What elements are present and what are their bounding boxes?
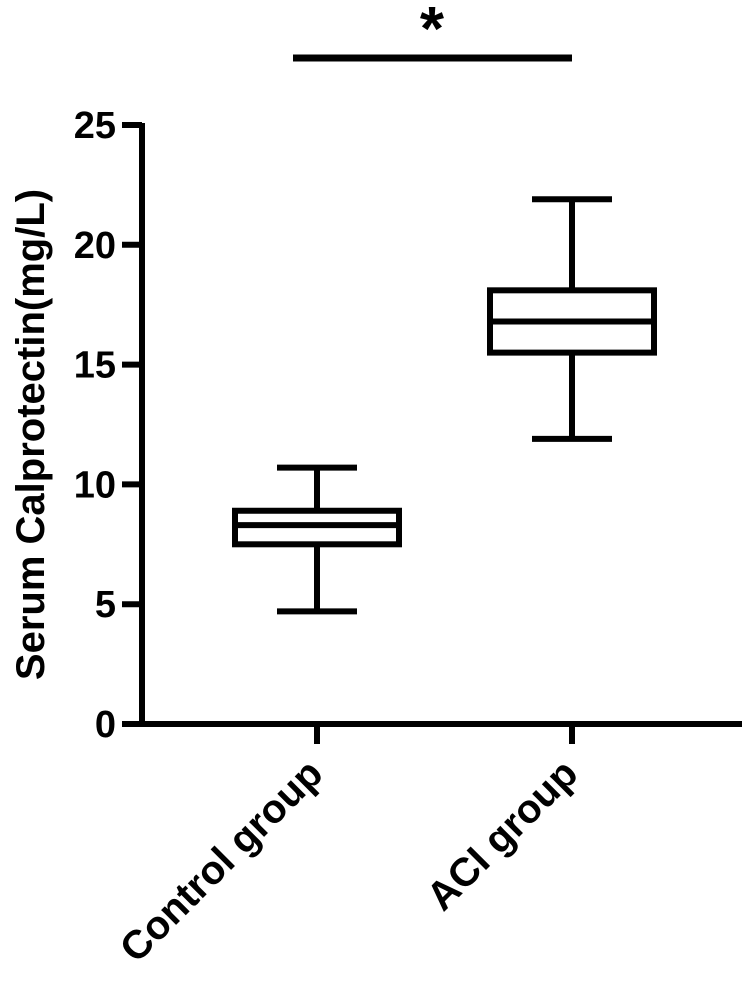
x-category-label-0: Control group [112,751,332,971]
significance-annotation: * [293,0,572,64]
y-tick-label-1: 5 [95,584,116,626]
box-0 [232,464,402,615]
x-category-label-1: ACI group [419,751,587,919]
box-series [232,196,657,615]
x-axis: Control group ACI group [112,721,742,971]
y-tick-label-5: 25 [74,105,116,147]
y-tick-label-3: 15 [74,345,116,387]
y-tick-label-4: 20 [74,225,116,267]
y-tick-label-2: 10 [74,464,116,506]
box-1 [487,196,657,442]
y-tick-label-0: 0 [95,704,116,746]
y-axis-title: Serum Calprotectin(mg/L) [9,189,53,680]
significance-mark: * [420,0,445,64]
y-axis: 0 5 10 15 20 25 [74,105,145,746]
